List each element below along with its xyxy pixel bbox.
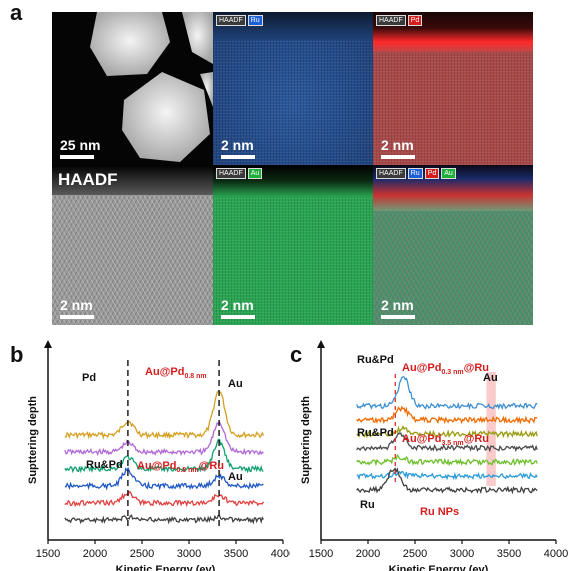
annotation-label: Au@Pd0.8 nm@Ru	[137, 460, 224, 474]
spectrum-chart-b: 1500 2000 2500 3000 3500 4000 Kinetic Energy (…	[27, 340, 290, 571]
map-legend: HAADF Au	[216, 168, 263, 179]
x-tick-label: 4000	[544, 548, 568, 560]
annotation-label: Ru&Pd	[357, 354, 394, 366]
annotation-label: Ru	[360, 499, 375, 511]
scale-bar: 25 nm	[60, 137, 100, 159]
annotation-label: Au@Pd0.3 nm@Ru	[402, 362, 489, 376]
scale-bar: 2 nm	[381, 297, 415, 319]
spectrum-chart-c: 1500 2000 2500 3000 3500 4000 Kinetic Energy (…	[300, 340, 568, 571]
x-axis-label: Kinetic Energy (ev)	[116, 564, 216, 571]
scale-bar: 2 nm	[381, 137, 415, 159]
haadf-lattice-tile: HAADF 2 nm	[52, 165, 213, 325]
panel-a-letter: a	[10, 0, 23, 25]
ru-map-tile: HAADF Ru 2 nm	[213, 12, 373, 165]
annotation-label: Pd	[82, 372, 96, 384]
panel-b-letter: b	[10, 342, 24, 367]
nanoparticle-image	[90, 12, 213, 162]
scale-bar: 2 nm	[221, 137, 255, 159]
x-tick-label: 1500	[36, 548, 60, 560]
map-legend: HAADF Pd	[376, 15, 423, 26]
x-tick-label: 1500	[309, 548, 333, 560]
y-axis-label: Supttering depth	[27, 396, 39, 484]
annotation-label: Au	[228, 378, 243, 390]
spectrum-series-line	[356, 453, 538, 467]
au-map-tile: HAADF Au 2 nm	[213, 165, 373, 325]
spectrum-series-line	[356, 432, 538, 453]
overlay-map-tile: HAADF Ru Pd Au 2 nm	[373, 165, 533, 325]
spectrum-series-line	[64, 491, 264, 508]
annotation-label: Ru&Pd	[357, 427, 394, 439]
spectrum-series-line	[64, 420, 264, 457]
annotation-label: Au@Pd0.8 nm	[145, 366, 207, 380]
spectrum-series-line	[356, 425, 538, 439]
annotation-label: Au	[228, 471, 243, 483]
x-tick-label: 4000	[271, 548, 290, 560]
haadf-label: HAADF	[58, 170, 118, 189]
spectrum-series-line	[356, 405, 538, 425]
spectrum-series-line	[64, 390, 264, 440]
x-tick-label: 3000	[450, 548, 474, 560]
y-axis-arrow	[317, 340, 325, 348]
spectrum-series-line	[356, 470, 538, 481]
x-tick-label: 2500	[403, 548, 427, 560]
pd-map-tile: HAADF Pd 2 nm	[373, 12, 533, 165]
map-legend: HAADF Ru Pd Au	[376, 168, 456, 179]
spectrum-series-line	[64, 438, 264, 474]
annotation-label: Ru&Pd	[86, 459, 123, 471]
x-axis-label: Kinetic Energy (ev)	[389, 564, 489, 571]
y-axis-arrow	[44, 340, 52, 348]
scale-bar: 2 nm	[60, 297, 94, 319]
x-tick-label: 2000	[356, 548, 380, 560]
spectrum-series-line	[356, 467, 538, 495]
annotation-label: Au@Pd3.5 nm@Ru	[402, 433, 489, 447]
scale-bar: 2 nm	[221, 297, 255, 319]
highlight-band	[486, 372, 496, 486]
y-axis-label: Supttering depth	[300, 396, 312, 484]
x-tick-label: 3500	[224, 548, 248, 560]
panel-c-letter: c	[290, 342, 303, 367]
annotation-label: Au	[483, 372, 498, 384]
annotation-label: Ru NPs	[420, 506, 459, 518]
x-tick-label: 2000	[83, 548, 107, 560]
haadf-overview-tile: 25 nm	[52, 12, 213, 165]
map-legend: HAADF Ru	[216, 15, 263, 26]
spectrum-series-line	[356, 376, 538, 411]
x-tick-label: 3500	[497, 548, 521, 560]
x-tick-label: 2500	[130, 548, 154, 560]
x-tick-label: 3000	[177, 548, 201, 560]
spectrum-series-line	[64, 514, 264, 525]
spectrum-series-line	[64, 466, 264, 491]
